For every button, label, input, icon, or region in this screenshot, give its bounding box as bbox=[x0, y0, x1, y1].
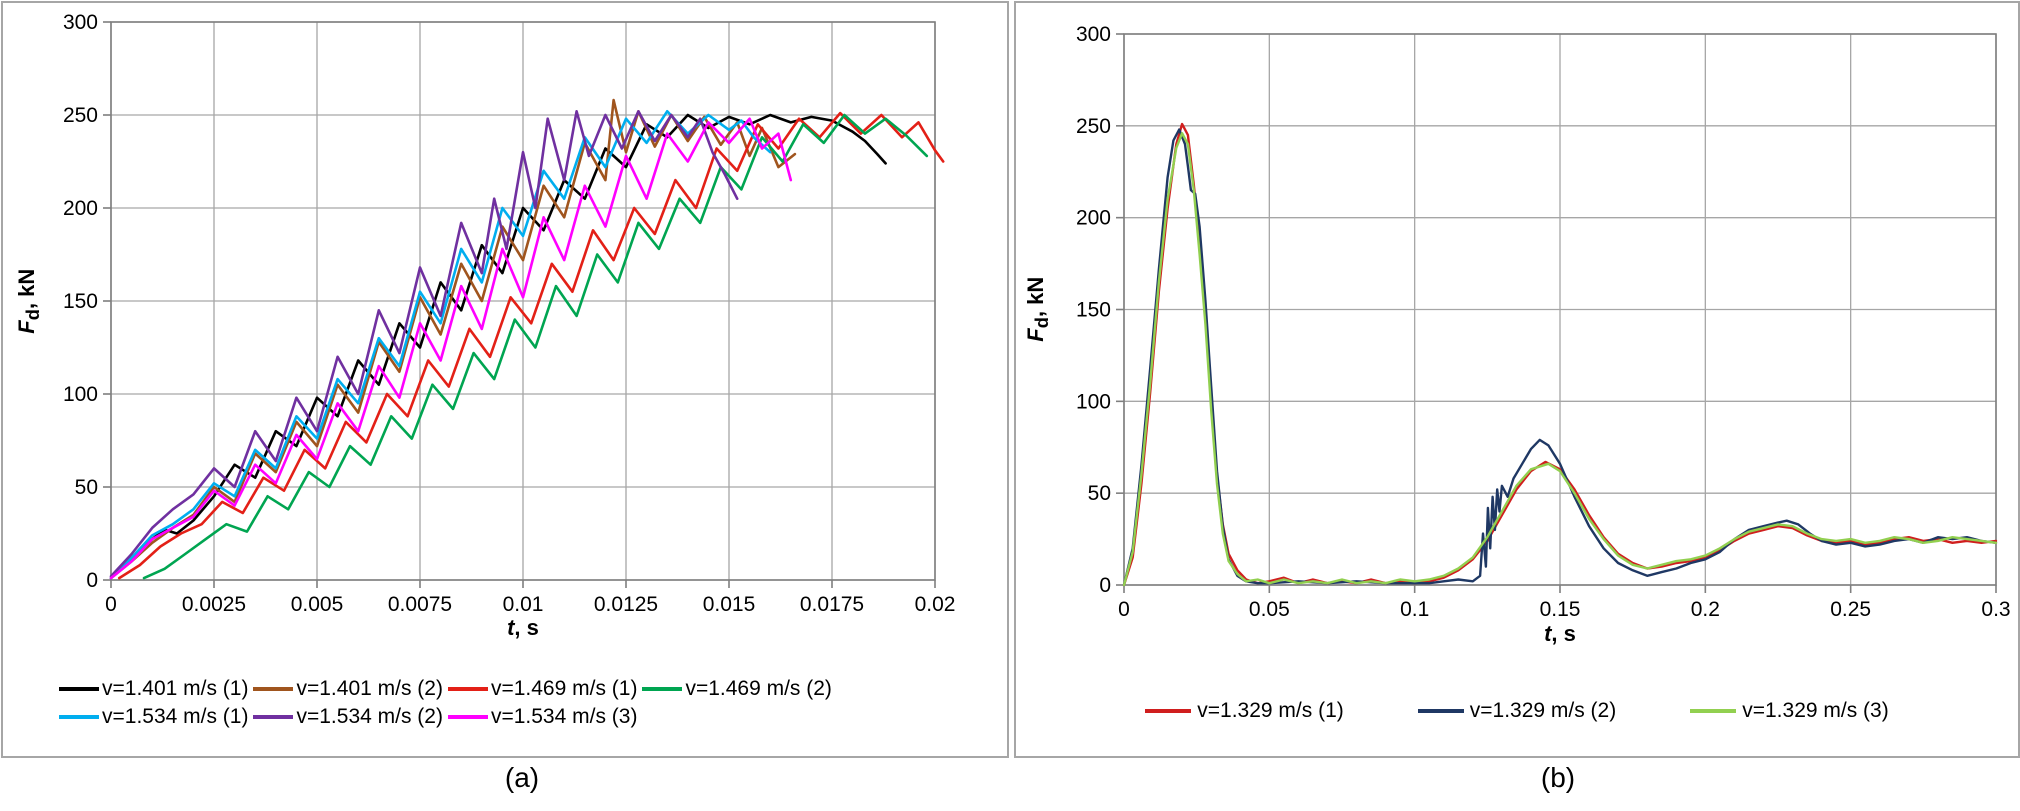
legend-item-v-1-534-m-s-1: v=1.534 m/s (1) bbox=[59, 705, 248, 729]
legend-label: v=1.401 m/s (2) bbox=[296, 677, 443, 700]
caption-b: (b) bbox=[1540, 762, 1576, 793]
legend-label: v=1.534 m/s (2) bbox=[296, 705, 443, 728]
legend-item-v-1-329-m-s-2: v=1.329 m/s (2) bbox=[1417, 699, 1617, 723]
legend-row: v=1.534 m/s (1) v=1.534 m/s (2) v=1.534 m/… bbox=[59, 705, 832, 729]
y-tick-label: 100 bbox=[1076, 390, 1111, 413]
series-v-1-534-m-s-1 bbox=[109, 110, 772, 580]
y-tick-label: 250 bbox=[1076, 115, 1111, 138]
legend-item-v-1-534-m-s-3: v=1.534 m/s (3) bbox=[447, 705, 638, 729]
legend-label: v=1.534 m/s (1) bbox=[102, 705, 249, 728]
legend-line-swatch bbox=[59, 687, 99, 691]
legend-line-swatch bbox=[253, 687, 294, 691]
legend-item-v-1-469-m-s-2: v=1.469 m/s (2) bbox=[642, 677, 832, 701]
legend-line-swatch bbox=[1145, 709, 1192, 713]
series-v-1-534-m-s-3 bbox=[109, 117, 793, 580]
chart-b-canvas: 0 0.05 0.1 0.15 0.2 0.25 0.3 0 50 100 150 200 250 300 bbox=[1076, 23, 2011, 621]
y-tick-label: 250 bbox=[63, 104, 98, 127]
series-v-1-534-m-s-2 bbox=[109, 110, 739, 578]
x-tick-label: 0.3 bbox=[1981, 598, 2010, 621]
legend-item-v-1-469-m-s-1: v=1.469 m/s (1) bbox=[447, 677, 638, 701]
y-tick-label: 0 bbox=[1099, 574, 1111, 597]
chart-a-canvas: 0 0.0025 0.005 0.0075 0.01 0.0125 0.015 0.0175 0… bbox=[63, 11, 956, 616]
legend-row: v=1.401 m/s (1) v=1.401 m/s (2) v=1.469 m/… bbox=[59, 677, 832, 701]
x-tick-label: 0.2 bbox=[1691, 598, 1720, 621]
chart-panel-b: 0 0.05 0.1 0.15 0.2 0.25 0.3 0 50 100 150 200 250 300… bbox=[1014, 1, 2020, 758]
chart-b-y-axis-title: Fd, kN bbox=[1022, 276, 1053, 342]
y-tick-label: 150 bbox=[1076, 299, 1111, 322]
x-tick-label: 0.1 bbox=[1400, 598, 1429, 621]
x-tick-label: 0.005 bbox=[291, 593, 344, 616]
legend-line-swatch bbox=[1690, 709, 1737, 713]
legend-line-swatch bbox=[642, 687, 683, 691]
y-tick-label: 150 bbox=[63, 290, 98, 313]
legend-item-v-1-401-m-s-1: v=1.401 m/s (1) bbox=[59, 677, 248, 701]
x-tick-label: 0.0175 bbox=[800, 593, 864, 616]
x-tick-label: 0.25 bbox=[1830, 598, 1871, 621]
y-tick-label: 50 bbox=[75, 476, 98, 499]
legend-item-v-1-329-m-s-3: v=1.329 m/s (3) bbox=[1690, 699, 1889, 723]
y-tick-label: 50 bbox=[1088, 482, 1111, 505]
x-tick-label: 0.01 bbox=[503, 593, 544, 616]
legend-label: v=1.469 m/s (2) bbox=[685, 677, 832, 700]
chart-b-x-axis-title: t, s bbox=[1544, 621, 1576, 646]
series-v-1-329-m-s-3 bbox=[1122, 131, 1998, 587]
series-v-1-469-m-s-1 bbox=[117, 111, 945, 580]
y-tick-label: 300 bbox=[63, 11, 98, 34]
y-tick-label: 300 bbox=[1076, 23, 1111, 46]
legend-line-swatch bbox=[447, 715, 488, 719]
legend-row: v=1.329 m/s (1) v=1.329 m/s (2) v=1.329 m/… bbox=[1016, 699, 2018, 723]
series-v-1-469-m-s-2 bbox=[142, 113, 929, 580]
y-tick-label: 200 bbox=[1076, 207, 1111, 230]
legend-line-swatch bbox=[447, 687, 488, 691]
legend-line-swatch bbox=[1417, 709, 1464, 713]
caption-a: (a) bbox=[504, 762, 540, 793]
legend-label: v=1.401 m/s (1) bbox=[102, 677, 249, 700]
x-tick-label: 0.0025 bbox=[182, 593, 246, 616]
x-tick-label: 0 bbox=[105, 593, 117, 616]
legend-item-v-1-401-m-s-2: v=1.401 m/s (2) bbox=[253, 677, 443, 701]
legend-item-v-1-534-m-s-2: v=1.534 m/s (2) bbox=[253, 705, 443, 729]
legend-line-swatch bbox=[253, 715, 294, 719]
y-tick-label: 100 bbox=[63, 383, 98, 406]
chart-a-legend: v=1.401 m/s (1) v=1.401 m/s (2) v=1.469 m/… bbox=[59, 677, 832, 729]
chart-b-legend: v=1.329 m/s (1) v=1.329 m/s (2) v=1.329 m/… bbox=[1016, 699, 2018, 723]
x-tick-label: 0.0125 bbox=[594, 593, 658, 616]
legend-label: v=1.329 m/s (3) bbox=[1742, 699, 1889, 722]
chart-a-y-axis-title: Fd, kN bbox=[13, 268, 44, 334]
x-tick-label: 0.0075 bbox=[388, 593, 452, 616]
series-v-1-401-m-s-1 bbox=[109, 113, 887, 580]
legend-label: v=1.329 m/s (2) bbox=[1469, 699, 1617, 722]
x-tick-label: 0.015 bbox=[703, 593, 756, 616]
legend-label: v=1.469 m/s (1) bbox=[490, 677, 638, 700]
x-tick-label: 0.15 bbox=[1540, 598, 1581, 621]
legend-label: v=1.534 m/s (3) bbox=[490, 705, 638, 728]
x-tick-label: 0.05 bbox=[1249, 598, 1290, 621]
y-tick-label: 0 bbox=[86, 569, 98, 592]
chart-panel-a: 0 0.0025 0.005 0.0075 0.01 0.0125 0.015 0.0175 0… bbox=[1, 1, 1009, 758]
y-tick-label: 200 bbox=[63, 197, 98, 220]
legend-line-swatch bbox=[59, 715, 99, 719]
chart-a-x-axis-title: t, s bbox=[507, 615, 539, 640]
x-tick-label: 0.02 bbox=[915, 593, 956, 616]
x-tick-label: 0 bbox=[1118, 598, 1130, 621]
legend-label: v=1.329 m/s (1) bbox=[1197, 699, 1344, 722]
legend-item-v-1-329-m-s-1: v=1.329 m/s (1) bbox=[1145, 699, 1344, 723]
